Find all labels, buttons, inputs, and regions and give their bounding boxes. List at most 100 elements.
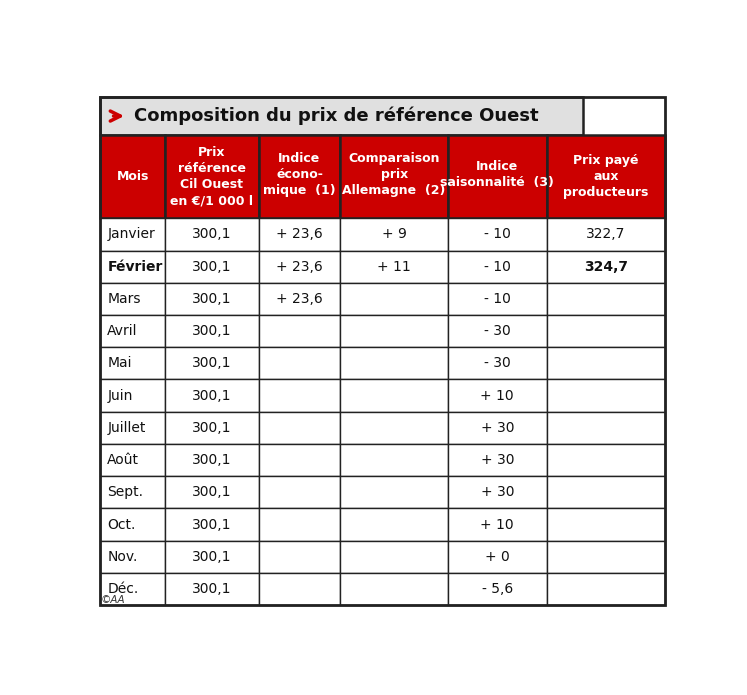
Text: Comparaison
prix
Allemagne  (2): Comparaison prix Allemagne (2): [342, 152, 446, 197]
Bar: [341, 509, 447, 541]
Bar: [447, 573, 547, 605]
Bar: [547, 444, 666, 476]
Text: - 10: - 10: [484, 260, 511, 274]
Text: + 30: + 30: [480, 453, 514, 467]
Bar: [447, 348, 547, 379]
Text: 300,1: 300,1: [192, 550, 232, 564]
Bar: [100, 541, 165, 573]
Bar: [258, 348, 341, 379]
Bar: [100, 348, 165, 379]
Bar: [100, 573, 165, 605]
Text: Février: Février: [108, 260, 163, 274]
Text: 300,1: 300,1: [192, 292, 232, 306]
Bar: [341, 379, 447, 411]
Bar: [447, 250, 547, 283]
Bar: [165, 509, 258, 541]
Text: Août: Août: [108, 453, 139, 467]
Text: + 30: + 30: [480, 485, 514, 499]
Text: Composition du prix de référence Ouest: Composition du prix de référence Ouest: [134, 107, 539, 125]
Text: - 10: - 10: [484, 227, 511, 241]
Bar: [100, 136, 165, 218]
Bar: [547, 411, 666, 444]
Bar: [165, 411, 258, 444]
Text: + 11: + 11: [377, 260, 411, 274]
Bar: [341, 411, 447, 444]
Text: + 30: + 30: [480, 421, 514, 435]
Bar: [258, 411, 341, 444]
Bar: [258, 541, 341, 573]
Text: Janvier: Janvier: [108, 227, 155, 241]
Text: 324,7: 324,7: [584, 260, 628, 274]
Bar: [258, 283, 341, 315]
Text: + 9: + 9: [382, 227, 406, 241]
Text: 322,7: 322,7: [586, 227, 626, 241]
Text: + 10: + 10: [480, 389, 514, 402]
Text: - 5,6: - 5,6: [482, 582, 513, 596]
Bar: [547, 250, 666, 283]
Bar: [165, 283, 258, 315]
Text: Mai: Mai: [108, 357, 131, 370]
Bar: [547, 315, 666, 348]
Bar: [447, 509, 547, 541]
Text: + 23,6: + 23,6: [276, 260, 323, 274]
Text: 300,1: 300,1: [192, 227, 232, 241]
Bar: [547, 136, 666, 218]
Bar: [547, 573, 666, 605]
Bar: [258, 218, 341, 250]
Text: + 0: + 0: [485, 550, 509, 564]
Bar: [341, 348, 447, 379]
Text: Oct.: Oct.: [108, 518, 136, 532]
Text: Avril: Avril: [108, 324, 137, 338]
Text: 300,1: 300,1: [192, 582, 232, 596]
Text: 300,1: 300,1: [192, 518, 232, 532]
Bar: [100, 444, 165, 476]
Bar: [447, 379, 547, 411]
Bar: [165, 315, 258, 348]
Bar: [447, 541, 547, 573]
Bar: [100, 476, 165, 509]
Text: 300,1: 300,1: [192, 389, 232, 402]
Text: Juin: Juin: [108, 389, 133, 402]
Bar: [547, 509, 666, 541]
Bar: [447, 411, 547, 444]
Text: - 30: - 30: [484, 324, 511, 338]
Bar: [100, 97, 583, 136]
Text: + 10: + 10: [480, 518, 514, 532]
Text: Indice
saisonnalité  (3): Indice saisonnalité (3): [440, 160, 554, 188]
Bar: [341, 541, 447, 573]
Bar: [341, 476, 447, 509]
Bar: [547, 348, 666, 379]
Bar: [447, 315, 547, 348]
Bar: [258, 509, 341, 541]
Bar: [341, 283, 447, 315]
Bar: [165, 250, 258, 283]
Bar: [100, 283, 165, 315]
Text: Prix
référence
Cil Ouest
en €/1 000 l: Prix référence Cil Ouest en €/1 000 l: [170, 146, 253, 207]
Bar: [258, 573, 341, 605]
Text: 300,1: 300,1: [192, 324, 232, 338]
Text: Sept.: Sept.: [108, 485, 143, 499]
Text: Indice
écono-
mique  (1): Indice écono- mique (1): [263, 152, 336, 197]
Bar: [165, 573, 258, 605]
Bar: [547, 283, 666, 315]
Text: 300,1: 300,1: [192, 453, 232, 467]
Bar: [341, 250, 447, 283]
Bar: [258, 379, 341, 411]
Bar: [447, 283, 547, 315]
Bar: [547, 218, 666, 250]
Text: 300,1: 300,1: [192, 421, 232, 435]
Text: Mois: Mois: [117, 170, 149, 183]
Text: Prix payé
aux
producteurs: Prix payé aux producteurs: [563, 154, 648, 199]
Bar: [100, 509, 165, 541]
Bar: [547, 541, 666, 573]
Bar: [547, 476, 666, 509]
Text: + 23,6: + 23,6: [276, 227, 323, 241]
Bar: [447, 444, 547, 476]
Bar: [447, 218, 547, 250]
Bar: [258, 444, 341, 476]
Bar: [165, 541, 258, 573]
Bar: [165, 136, 258, 218]
Bar: [341, 218, 447, 250]
Text: 300,1: 300,1: [192, 485, 232, 499]
Bar: [165, 379, 258, 411]
